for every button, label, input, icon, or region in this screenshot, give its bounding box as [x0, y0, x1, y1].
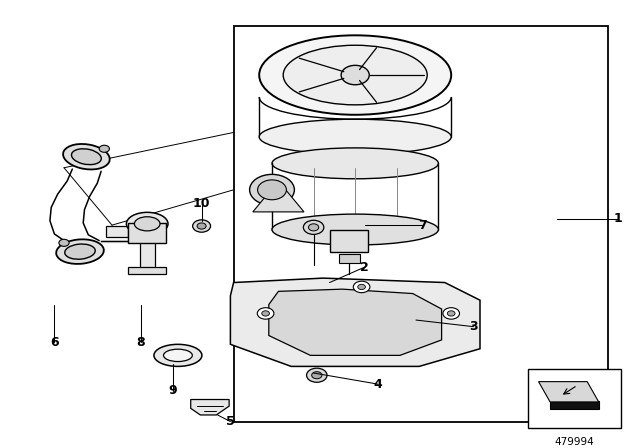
- Circle shape: [353, 281, 370, 293]
- Ellipse shape: [154, 345, 202, 366]
- Circle shape: [99, 145, 109, 152]
- Circle shape: [312, 372, 322, 379]
- Polygon shape: [269, 289, 442, 355]
- Ellipse shape: [65, 244, 95, 259]
- Ellipse shape: [258, 180, 287, 200]
- Bar: [106, 226, 128, 237]
- Bar: [330, 229, 368, 252]
- Bar: [140, 241, 155, 269]
- Text: 5: 5: [226, 415, 235, 428]
- Text: 6: 6: [50, 336, 59, 349]
- Circle shape: [308, 224, 319, 231]
- Bar: [528, 369, 621, 428]
- Circle shape: [59, 239, 69, 246]
- Bar: [128, 267, 166, 274]
- Bar: [550, 401, 598, 409]
- Circle shape: [303, 220, 324, 234]
- Text: 4: 4: [373, 378, 382, 391]
- Polygon shape: [191, 400, 229, 415]
- Text: 1: 1: [613, 212, 622, 225]
- Text: 7: 7: [418, 219, 427, 232]
- Ellipse shape: [259, 119, 451, 155]
- Ellipse shape: [284, 45, 428, 105]
- Text: 3: 3: [469, 320, 478, 333]
- Circle shape: [447, 311, 455, 316]
- Polygon shape: [253, 181, 304, 212]
- Ellipse shape: [127, 212, 168, 235]
- Text: 8: 8: [136, 336, 145, 349]
- Bar: [234, 26, 608, 422]
- Ellipse shape: [134, 217, 160, 231]
- Circle shape: [262, 311, 269, 316]
- Circle shape: [257, 308, 274, 319]
- Text: 10: 10: [193, 197, 211, 210]
- Circle shape: [341, 65, 369, 85]
- Circle shape: [443, 308, 460, 319]
- Text: 2: 2: [360, 261, 369, 274]
- Text: 9: 9: [168, 384, 177, 397]
- Bar: [339, 254, 360, 263]
- Circle shape: [197, 223, 206, 229]
- Ellipse shape: [63, 144, 109, 169]
- Ellipse shape: [272, 148, 438, 179]
- Circle shape: [307, 368, 327, 382]
- Bar: [128, 223, 166, 243]
- Polygon shape: [538, 382, 599, 402]
- Ellipse shape: [56, 239, 104, 264]
- Ellipse shape: [72, 149, 101, 165]
- Text: 479994: 479994: [554, 437, 595, 447]
- Ellipse shape: [259, 35, 451, 115]
- Ellipse shape: [164, 349, 193, 362]
- Circle shape: [358, 284, 365, 289]
- Ellipse shape: [272, 214, 438, 245]
- Circle shape: [193, 220, 211, 232]
- Polygon shape: [230, 278, 480, 366]
- Ellipse shape: [250, 174, 294, 205]
